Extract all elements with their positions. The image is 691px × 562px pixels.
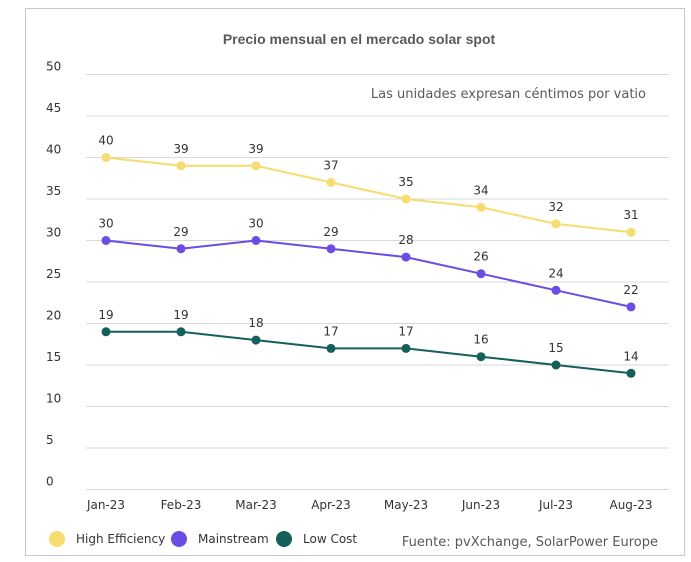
data-label: 17 (398, 324, 413, 338)
legend-item: High Efficiency (49, 531, 165, 547)
x-tick-label: Mar-23 (235, 498, 276, 512)
y-tick-label: 45 (46, 101, 61, 115)
x-tick-label: Aug-23 (609, 498, 652, 512)
legend-label: Low Cost (303, 532, 357, 546)
data-point (626, 227, 636, 237)
data-label: 29 (323, 225, 338, 239)
data-point (251, 335, 261, 345)
legend-label: Mainstream (198, 532, 269, 546)
data-label: 31 (623, 208, 638, 222)
data-label: 28 (398, 233, 413, 247)
y-tick-label: 40 (46, 143, 61, 157)
data-label: 17 (323, 324, 338, 338)
y-tick-label: 25 (46, 267, 61, 281)
y-tick-label: 5 (46, 433, 54, 447)
data-point (176, 161, 186, 171)
data-point (326, 177, 336, 187)
series-low-cost: 19 19 18 17 17 16 15 14 (98, 308, 639, 378)
data-point (101, 236, 111, 245)
chart-title: Precio mensual en el mercado solar spot (223, 31, 496, 47)
data-label: 24 (548, 266, 563, 280)
series-line (105, 239, 632, 308)
data-point (326, 244, 336, 254)
data-point (551, 360, 561, 370)
data-point (551, 285, 561, 295)
data-point (401, 252, 411, 262)
series-line (105, 156, 632, 234)
gridlines (86, 74, 669, 490)
data-label: 32 (548, 200, 563, 214)
y-tick-label: 30 (46, 226, 61, 240)
series-mainstream: 30 29 30 29 28 26 24 22 (98, 217, 639, 312)
x-tick-label: May-23 (384, 498, 428, 512)
data-label: 30 (248, 217, 263, 231)
y-tick-label: 20 (46, 309, 61, 323)
legend-item: Low Cost (276, 531, 357, 547)
y-tick-label: 35 (46, 184, 61, 198)
data-label: 19 (98, 308, 113, 322)
x-axis: Jan-23 Feb-23 Mar-23 Apr-23 May-23 Jun-23 Jul-… (86, 498, 653, 512)
data-point (401, 194, 411, 204)
units-note: Las unidades expresan céntimos por vatio (371, 87, 646, 102)
legend-marker (171, 531, 187, 547)
data-point (476, 352, 486, 362)
legend-label: High Efficiency (76, 532, 165, 546)
data-label: 26 (473, 250, 488, 264)
data-label: 22 (623, 283, 638, 297)
y-tick-label: 0 (46, 475, 54, 489)
legend-item: Mainstream (171, 531, 269, 547)
data-label: 30 (98, 217, 113, 231)
data-label: 15 (548, 341, 563, 355)
x-tick-label: Apr-23 (311, 498, 351, 512)
data-label: 40 (98, 134, 113, 148)
data-label: 18 (248, 316, 263, 330)
data-point (176, 244, 186, 254)
data-label: 19 (173, 308, 188, 322)
y-axis: 0 5 10 15 20 25 30 35 40 45 50 (46, 60, 61, 489)
y-tick-label: 50 (46, 60, 61, 74)
data-point (176, 327, 186, 337)
data-label: 14 (623, 349, 638, 363)
data-label: 29 (173, 225, 188, 239)
data-label: 37 (323, 158, 338, 172)
data-point (626, 368, 636, 378)
data-point (476, 202, 486, 212)
legend-marker (49, 531, 65, 547)
data-point (476, 269, 486, 279)
legend: High Efficiency Mainstream Low Cost (49, 531, 357, 547)
data-label: 35 (398, 175, 413, 189)
data-point (251, 161, 261, 171)
data-label: 16 (473, 333, 488, 347)
data-label: 34 (473, 183, 488, 197)
x-tick-label: Jun-23 (461, 498, 500, 512)
legend-marker (276, 531, 292, 547)
y-tick-label: 10 (46, 392, 61, 406)
data-point (101, 327, 111, 337)
source-note: Fuente: pvXchange, SolarPower Europe (402, 535, 658, 550)
x-tick-label: Feb-23 (161, 498, 202, 512)
data-label: 39 (173, 142, 188, 156)
x-tick-label: Jul-23 (538, 498, 573, 512)
x-tick-label: Jan-23 (86, 498, 125, 512)
series-group: 40 39 39 37 35 34 32 31 30 29 30 29 28 26 24 22 19 19 18 17… (98, 134, 639, 378)
data-point (551, 219, 561, 229)
series-line (106, 330, 632, 375)
data-point (101, 153, 111, 162)
data-point (626, 302, 636, 312)
series-high-efficiency: 40 39 39 37 35 34 32 31 (98, 134, 639, 237)
data-label: 39 (248, 142, 263, 156)
y-tick-label: 15 (46, 350, 61, 364)
data-point (251, 236, 261, 245)
data-point (401, 343, 411, 353)
data-point (326, 343, 336, 353)
